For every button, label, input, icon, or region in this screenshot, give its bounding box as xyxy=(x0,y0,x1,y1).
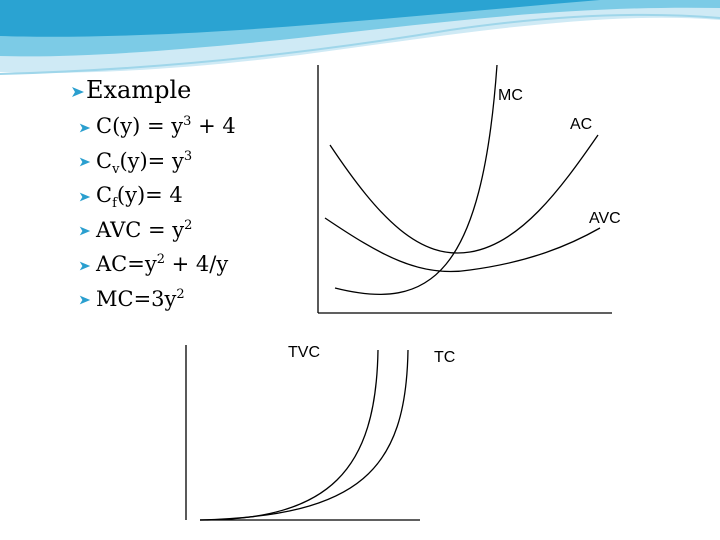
formula-text: (y)= y xyxy=(119,148,184,173)
formula-text: (y)= 4 xyxy=(116,183,183,207)
bullet-icon xyxy=(79,226,91,236)
superscript: 2 xyxy=(156,252,165,267)
bullet-icon xyxy=(79,123,91,132)
bullet: AVC = y2 xyxy=(78,218,192,242)
cost-graph: MC AC AVC xyxy=(317,64,621,314)
formula-text: MC=3y xyxy=(96,286,177,311)
formula-text: C xyxy=(96,183,113,207)
tvc-curve xyxy=(199,349,379,521)
avc-label: AVC xyxy=(589,210,621,227)
wave xyxy=(0,0,600,37)
subscript: v xyxy=(112,161,120,177)
bullet-icon xyxy=(72,86,84,97)
bullet: Cf(y)= 4 xyxy=(78,183,183,211)
title-text: Example xyxy=(86,76,192,104)
tvc-label: TVC xyxy=(288,344,320,361)
bullet-icon xyxy=(79,157,91,167)
avc-curve xyxy=(324,217,601,273)
header-decoration xyxy=(0,0,720,75)
superscript: 3 xyxy=(183,148,193,164)
superscript: 2 xyxy=(176,286,185,302)
formula-text: C(y) = y xyxy=(96,114,184,138)
bullet-icon xyxy=(79,261,91,270)
formula-text: AVC = y xyxy=(96,217,185,242)
ac-curve xyxy=(329,134,599,254)
bullet-icon xyxy=(79,295,91,305)
superscript: 3 xyxy=(183,114,192,129)
total-graph: TVC TC xyxy=(185,344,455,521)
ac-label: AC xyxy=(570,116,592,133)
bullet: Cv(y)= y3 xyxy=(78,149,192,177)
wave-line xyxy=(0,13,720,75)
formula-text: + 4 xyxy=(191,114,236,138)
bullet: C(y) = y3 + 4 xyxy=(78,114,236,138)
formula-text: + 4/y xyxy=(164,252,229,276)
mc-label: MC xyxy=(498,87,523,104)
tc-curve xyxy=(199,349,409,521)
formula-text: AC=y xyxy=(96,252,157,276)
formula-text: C xyxy=(96,148,113,173)
tc-label: TC xyxy=(434,349,455,366)
bullet: MC=3y2 xyxy=(78,287,185,311)
subscript: f xyxy=(112,196,117,212)
bullet: AC=y2 + 4/y xyxy=(78,252,228,276)
bullet-icon xyxy=(79,192,91,201)
superscript: 2 xyxy=(184,217,193,233)
mc-curve xyxy=(334,64,498,295)
slide-title: Example xyxy=(70,76,191,104)
